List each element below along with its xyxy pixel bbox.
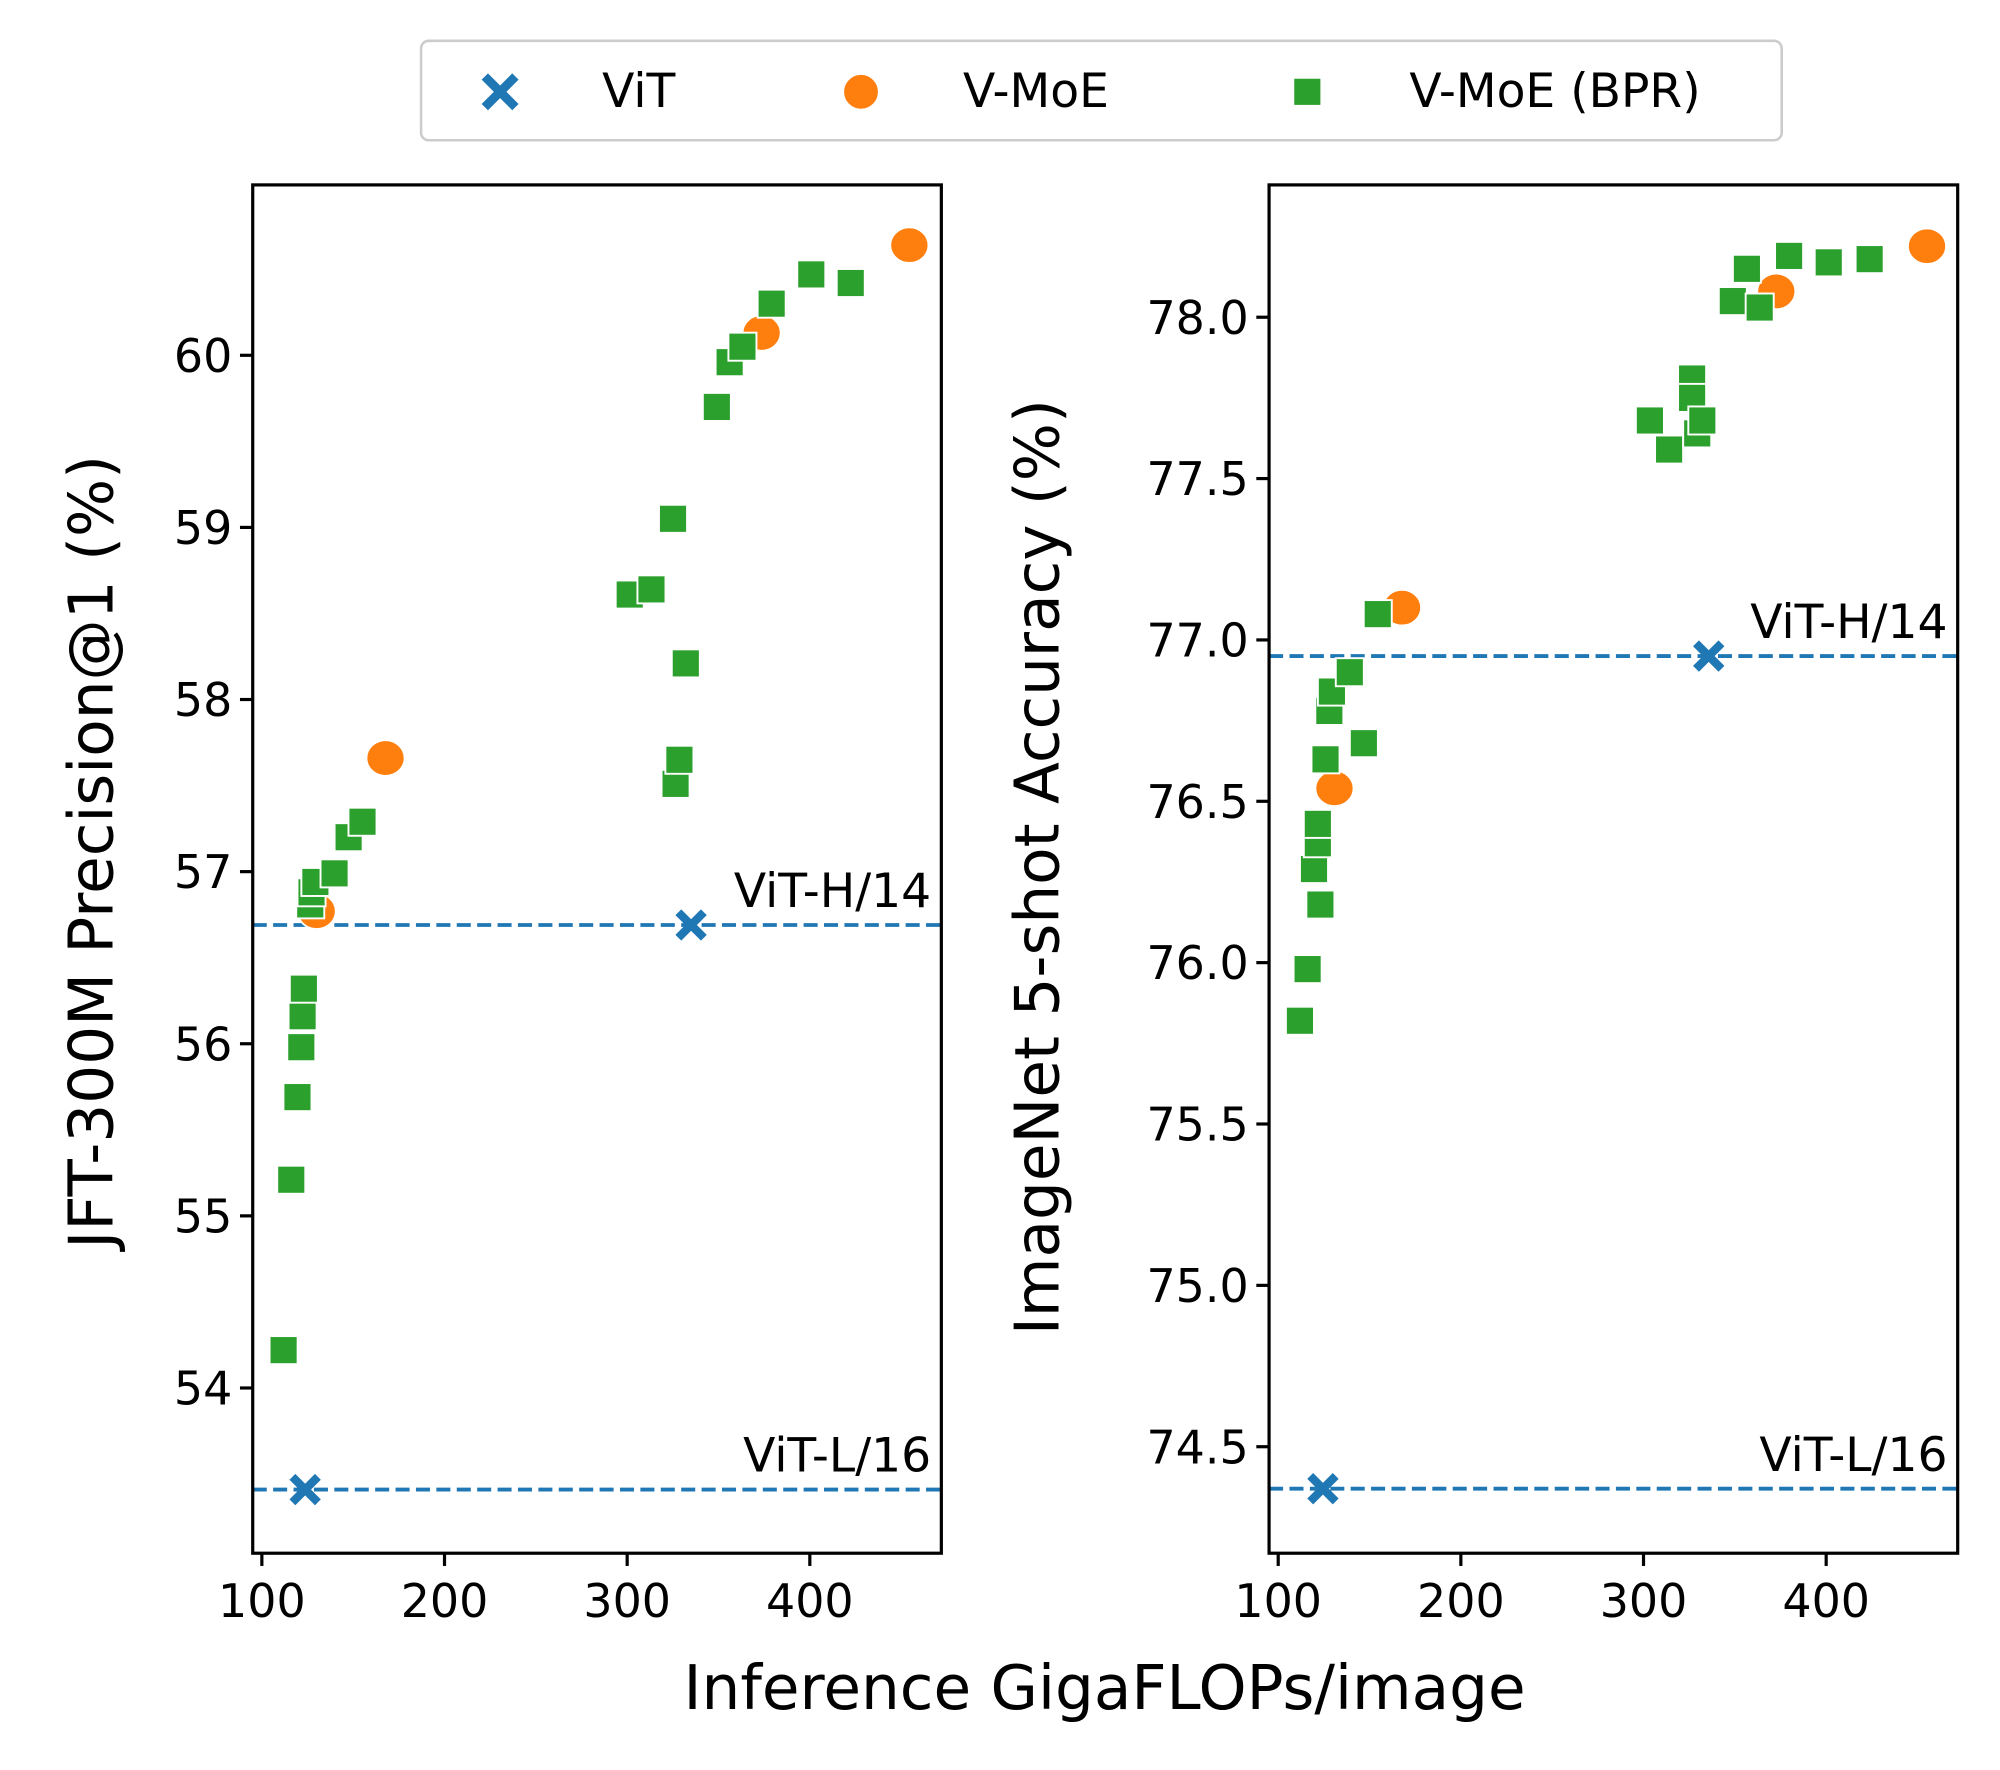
legend-label-bpr: V-MoE (BPR) bbox=[1409, 64, 1700, 119]
y-tick-label: 76.0 bbox=[1146, 936, 1248, 990]
data-point-vmoe-bpr bbox=[796, 259, 827, 290]
data-point-vmoe-bpr bbox=[727, 331, 758, 362]
plot-frame bbox=[1267, 183, 1960, 1555]
data-point-vmoe-bpr bbox=[1854, 244, 1885, 275]
data-point-vmoe-bpr bbox=[1654, 434, 1685, 465]
y-tick-label: 59 bbox=[174, 501, 232, 555]
y-tick-label: 78.0 bbox=[1146, 291, 1248, 345]
data-point-vmoe-bpr bbox=[1348, 728, 1379, 759]
data-point-vmoe-bpr bbox=[287, 1001, 318, 1032]
data-point-vmoe bbox=[1906, 227, 1948, 266]
right-y-axis-label: ImageNet 5-shot Accuracy (%) bbox=[1003, 399, 1074, 1335]
data-point-vmoe-bpr bbox=[658, 503, 689, 534]
data-point-vit bbox=[1307, 1472, 1339, 1505]
data-point-vmoe-bpr bbox=[1362, 599, 1393, 630]
data-point-vmoe-bpr bbox=[1299, 854, 1329, 885]
data-point-vmoe-bpr bbox=[282, 1082, 313, 1113]
data-point-vmoe-bpr bbox=[1292, 954, 1323, 985]
right-panel-imagenet: ViT-H/14 ViT-L/16 100 200 300 400 74.5 75.0 75.5… bbox=[1146, 183, 1960, 1628]
data-point-vmoe-bpr bbox=[1305, 889, 1336, 920]
x-tick-label: 300 bbox=[583, 1574, 671, 1628]
data-point-vmoe-bpr bbox=[347, 806, 378, 837]
reference-label: ViT-L/16 bbox=[1759, 1428, 1947, 1483]
x-tick-label: 400 bbox=[766, 1574, 854, 1628]
legend: ViT V-MoE V-MoE (BPR) bbox=[419, 39, 1783, 142]
x-tick-label: 300 bbox=[1600, 1574, 1688, 1628]
data-point-vmoe-bpr bbox=[1687, 405, 1718, 436]
y-tick-label: 55 bbox=[174, 1189, 232, 1243]
y-tick-label: 77.5 bbox=[1146, 452, 1248, 506]
legend-marker-bpr bbox=[1292, 76, 1323, 107]
data-point-vmoe-bpr bbox=[1813, 247, 1844, 278]
x-tick-label: 400 bbox=[1782, 1574, 1870, 1628]
data-point-vmoe-bpr bbox=[268, 1335, 299, 1366]
legend-frame bbox=[419, 39, 1783, 142]
data-point-vit bbox=[289, 1473, 321, 1506]
legend-marker-vmoe bbox=[842, 73, 880, 111]
data-point-vmoe bbox=[365, 739, 406, 777]
data-point-vit bbox=[675, 909, 707, 941]
y-tick-label: 54 bbox=[174, 1362, 232, 1416]
data-point-vmoe-bpr bbox=[701, 391, 732, 422]
data-point-vmoe-bpr bbox=[670, 648, 701, 679]
data-point-vmoe-bpr bbox=[319, 858, 350, 889]
data-point-vmoe-bpr bbox=[1284, 1005, 1315, 1036]
reference-label: ViT-H/14 bbox=[734, 864, 931, 919]
data-point-vmoe-bpr bbox=[1310, 744, 1341, 775]
data-point-vmoe-bpr bbox=[1744, 292, 1775, 323]
y-tick-label: 76.5 bbox=[1146, 775, 1248, 829]
y-tick-label: 56 bbox=[174, 1017, 232, 1071]
y-tick-label: 60 bbox=[174, 329, 232, 383]
y-tick-label: 58 bbox=[174, 673, 232, 727]
data-point-vmoe-bpr bbox=[636, 574, 667, 605]
reference-label: ViT-L/16 bbox=[743, 1429, 931, 1484]
data-point-vmoe-bpr bbox=[288, 973, 319, 1004]
shared-x-axis-label: Inference GigaFLOPs/image bbox=[684, 1653, 1526, 1724]
data-point-vmoe-bpr bbox=[1634, 405, 1665, 436]
left-panel-jft: ViT-H/14 ViT-L/16 100 200 300 400 54 55 56 57 58 59… bbox=[174, 183, 943, 1628]
legend-marker-vit bbox=[481, 73, 519, 111]
y-tick-label: 75.5 bbox=[1146, 1098, 1248, 1152]
reference-label: ViT-H/14 bbox=[1750, 595, 1947, 650]
y-tick-label: 75.0 bbox=[1146, 1259, 1248, 1313]
x-tick-label: 100 bbox=[1234, 1574, 1322, 1628]
x-tick-label: 200 bbox=[1417, 1574, 1505, 1628]
legend-label-vit: ViT bbox=[602, 64, 675, 119]
data-point-vmoe-bpr bbox=[276, 1164, 307, 1195]
x-tick-label: 100 bbox=[218, 1574, 306, 1628]
y-tick-label: 57 bbox=[174, 845, 232, 899]
y-tick-label: 77.0 bbox=[1146, 614, 1248, 668]
plot-frame bbox=[251, 183, 943, 1555]
left-y-axis-label: JFT-300M Precision@1 (%) bbox=[56, 455, 127, 1253]
y-tick-label: 74.5 bbox=[1146, 1420, 1248, 1474]
x-tick-label: 200 bbox=[401, 1574, 489, 1628]
data-point-vmoe-bpr bbox=[756, 288, 787, 319]
data-point-vmoe-bpr bbox=[664, 744, 695, 775]
data-point-vmoe-bpr bbox=[1774, 240, 1805, 271]
data-point-vmoe-bpr bbox=[286, 1032, 317, 1063]
data-point-vmoe-bpr bbox=[1302, 808, 1333, 839]
legend-label-vmoe: V-MoE bbox=[963, 64, 1109, 119]
data-point-vmoe bbox=[1314, 769, 1355, 808]
data-point-vmoe-bpr bbox=[1731, 253, 1762, 284]
data-point-vmoe-bpr bbox=[1717, 286, 1748, 317]
data-point-vmoe-bpr bbox=[835, 268, 866, 298]
data-point-vmoe-bpr bbox=[1334, 657, 1365, 688]
data-point-vmoe bbox=[889, 226, 930, 264]
data-point-vit bbox=[1693, 640, 1725, 672]
